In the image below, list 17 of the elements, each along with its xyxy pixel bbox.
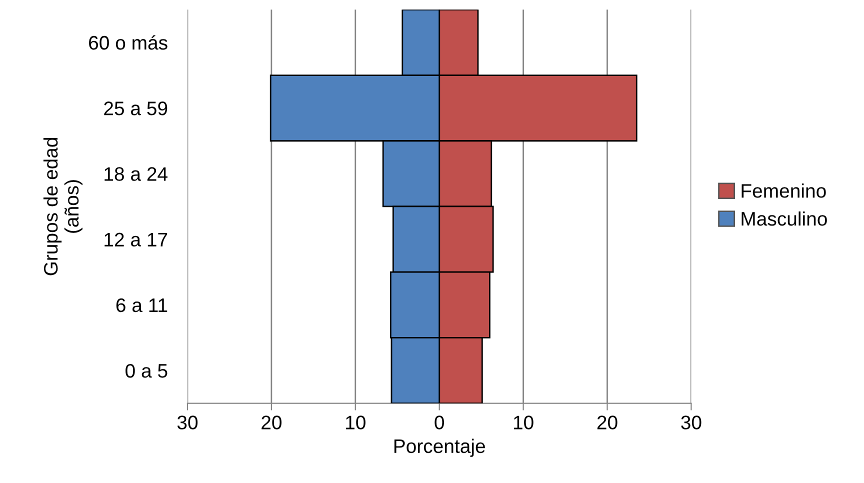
y-tick-label: 25 a 59 — [104, 102, 168, 116]
x-axis-title: Porcentaje — [394, 438, 485, 457]
y-tick-label: 12 a 17 — [104, 232, 168, 247]
x-tick-label: 10 — [514, 416, 534, 430]
y-tick-label: 18 a 24 — [104, 167, 168, 181]
y-tick-label: 6 a 11 — [116, 298, 168, 312]
legend-label: Masculino — [742, 211, 827, 226]
x-tick-label: 30 — [177, 416, 198, 430]
x-tick-label: 20 — [262, 416, 282, 430]
x-tick-label: 10 — [346, 416, 366, 430]
x-tick-label: 20 — [597, 416, 618, 430]
x-tick-label: 0 — [434, 416, 444, 430]
y-axis-title: Grupos de edad (años) — [43, 138, 83, 276]
legend-label: Femenino — [742, 183, 826, 198]
x-tick-label: 30 — [681, 416, 702, 430]
y-tick-label: 0 a 5 — [126, 364, 168, 378]
y-tick-label: 60 o más — [89, 35, 168, 50]
